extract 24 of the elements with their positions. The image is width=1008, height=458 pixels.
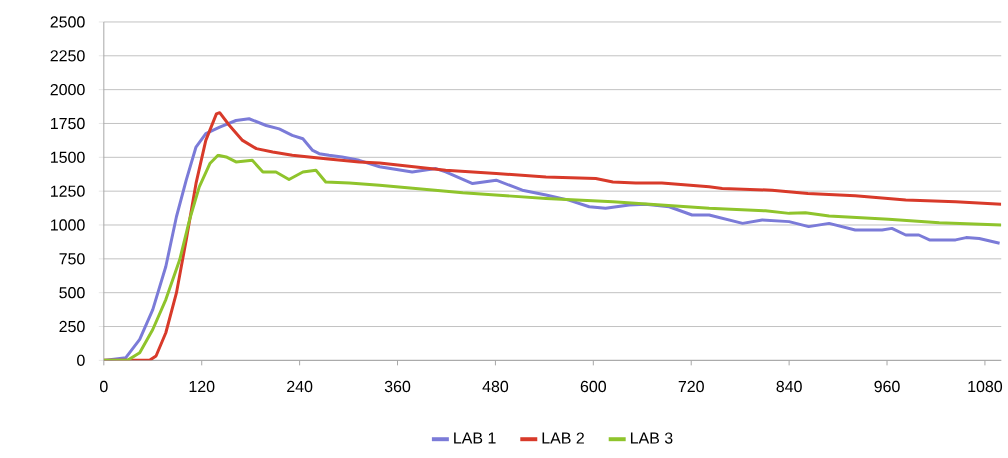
y-tick-label: 1000 <box>51 219 85 231</box>
x-tick-label: 1080 <box>968 380 1003 393</box>
x-tick-label: 240 <box>287 380 313 393</box>
x-tick-label: 720 <box>678 380 704 393</box>
x-tick-label: 960 <box>874 380 900 393</box>
x-tick-label: 360 <box>384 380 411 393</box>
x-tick-label: 840 <box>776 380 802 393</box>
x-tick-label: 600 <box>580 380 607 393</box>
y-tick-label: 250 <box>59 320 85 333</box>
y-tick-label: 1750 <box>51 117 85 130</box>
legend-label: LAB 1 <box>454 432 496 444</box>
x-tick-label: 120 <box>189 380 215 393</box>
y-tick-label: 0 <box>77 354 85 366</box>
y-tick-label: 2250 <box>50 50 85 62</box>
y-tick-label: 2000 <box>50 83 85 96</box>
y-tick-label: 1500 <box>51 151 85 163</box>
y-tick-label: 500 <box>59 286 85 299</box>
y-tick-label: 750 <box>59 253 85 265</box>
x-tick-label: 480 <box>482 380 509 393</box>
legend-label: LAB 3 <box>630 432 673 444</box>
x-tick-label: 0 <box>100 380 108 393</box>
y-tick-label: 1250 <box>51 185 85 197</box>
legend-label: LAB 2 <box>542 432 584 444</box>
y-tick-label: 2500 <box>50 16 85 28</box>
